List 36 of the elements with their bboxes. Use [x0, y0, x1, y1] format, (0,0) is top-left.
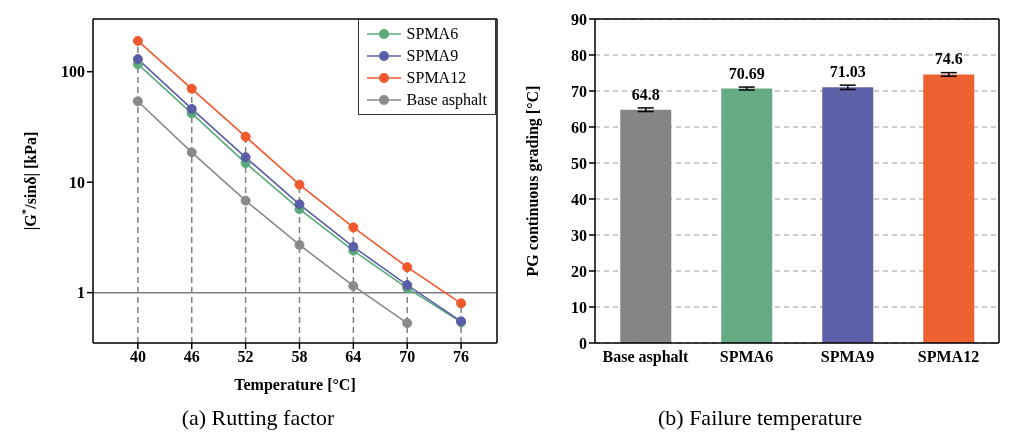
x-tick-label: Base asphalt: [602, 348, 690, 367]
y-tick-label: 30: [571, 226, 587, 244]
y-tick-label: 20: [571, 262, 587, 280]
x-tick-label: SPMA12: [917, 348, 980, 366]
y-tick-label: 90: [571, 10, 587, 28]
y-tick-label: 100: [61, 63, 85, 81]
y-tick-label: 10: [571, 298, 587, 316]
y-axis-title: PG continuous grading [°C]: [523, 85, 542, 277]
x-tick-label: 70: [399, 348, 416, 366]
y-tick-label: 80: [571, 46, 587, 64]
data-label: 71.03: [829, 63, 866, 81]
data-label: 74.6: [934, 50, 963, 68]
y-tick-label: 0: [579, 334, 587, 352]
x-tick-label: SPMA9: [820, 348, 875, 366]
y-tick-label: 10: [69, 173, 85, 191]
x-tick-label: 46: [183, 348, 200, 366]
text: (a) Rutting factor: [180, 405, 336, 431]
x-tick-label: SPMA6: [719, 348, 774, 366]
x-tick-label: 76: [453, 348, 470, 366]
y-tick-label: 50: [571, 154, 587, 172]
x-tick-label: 64: [345, 348, 362, 366]
legend-label: SPMA12: [406, 68, 467, 88]
y-tick-label: 60: [571, 118, 587, 136]
legend-label: SPMA6: [406, 24, 459, 44]
x-tick-label: 58: [291, 348, 308, 366]
data-label: 64.8: [631, 85, 660, 103]
x-tick-label: 40: [129, 348, 146, 366]
data-label: 70.69: [728, 64, 765, 82]
legend-label: Base asphalt: [406, 90, 487, 111]
x-tick-label: 52: [237, 348, 254, 366]
y-tick-label: 1: [77, 284, 85, 302]
legend-label: SPMA9: [406, 46, 459, 66]
y-tick-label: 70: [571, 82, 587, 100]
text: (b) Failure temperature: [657, 405, 863, 431]
x-axis-title: Temperature [°C]: [234, 376, 356, 394]
y-tick-label: 40: [571, 190, 587, 208]
